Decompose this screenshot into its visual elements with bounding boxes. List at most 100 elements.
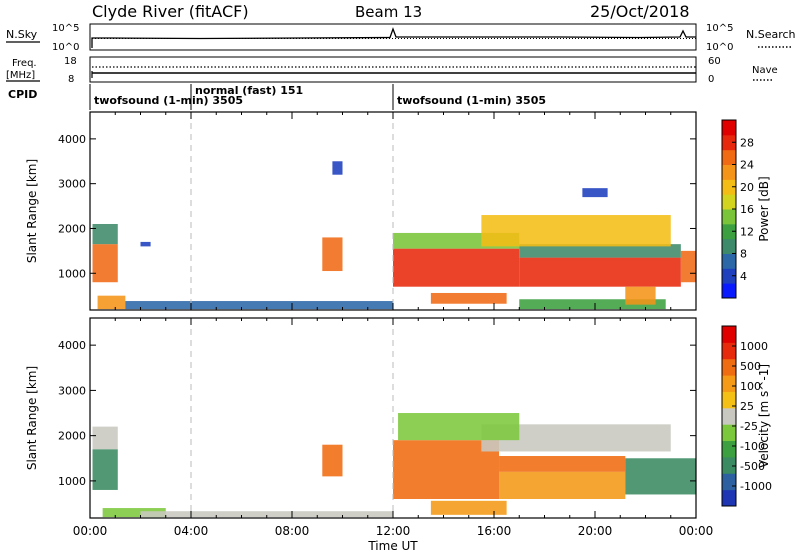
colorbar-swatch bbox=[722, 209, 736, 225]
colorbar-swatch bbox=[722, 424, 736, 442]
power-panel: 1000 2000 3000 4000 Slant Range [km] 4 8 12 16 20… bbox=[25, 111, 771, 311]
freq-label: Freq. bbox=[12, 58, 37, 69]
colorbar-tick-label: -25 bbox=[740, 420, 758, 433]
colorbar-tick-label: 1000 bbox=[740, 340, 768, 353]
y-tick-label: 4000 bbox=[58, 339, 86, 352]
nsky-tick-bottom: 10^0 bbox=[52, 42, 79, 53]
colorbar-swatch bbox=[722, 179, 736, 195]
y-tick-label: 4000 bbox=[58, 133, 86, 146]
colorbar-tick-label: 500 bbox=[740, 360, 761, 373]
echo-region bbox=[92, 244, 118, 283]
colorbar-tick-label: 8 bbox=[740, 248, 747, 261]
echo-region bbox=[582, 188, 608, 198]
echo-region bbox=[125, 301, 393, 310]
colorbar-swatch bbox=[722, 391, 736, 409]
x-tick-label: 08:00 bbox=[275, 524, 310, 538]
colorbar-tick-label: 25 bbox=[740, 400, 754, 413]
cpid-segment-label: twofsound (1-min) 3505 bbox=[94, 94, 243, 107]
echo-region bbox=[322, 444, 343, 477]
nsearch-tick-top: 10^5 bbox=[706, 23, 733, 34]
echo-region bbox=[481, 215, 671, 247]
colorbar-frame bbox=[721, 325, 737, 507]
nsearch-tick-bottom: 10^0 bbox=[706, 42, 733, 53]
nsky-tick-top: 10^5 bbox=[52, 23, 79, 34]
x-tick-label: 00:00 bbox=[679, 524, 714, 538]
x-tick-label: 00:00 bbox=[73, 524, 108, 538]
colorbar-swatch bbox=[722, 489, 736, 507]
echo-region bbox=[140, 511, 393, 518]
colorbar-tick-label: 4 bbox=[740, 270, 747, 283]
freq-label-units: [MHz] bbox=[6, 70, 35, 81]
y-tick-label: 1000 bbox=[58, 267, 86, 280]
colorbar-swatch bbox=[722, 440, 736, 458]
colorbar-tick-label: 16 bbox=[740, 203, 754, 216]
colorbar-swatch bbox=[722, 149, 736, 165]
echo-region bbox=[97, 295, 126, 310]
echo-region bbox=[519, 244, 681, 258]
freq-panel bbox=[89, 56, 697, 83]
echo-region bbox=[398, 413, 520, 441]
colorbar-swatch bbox=[722, 342, 736, 360]
x-tick-label: 04:00 bbox=[174, 524, 209, 538]
colorbar-label: Power [dB] bbox=[757, 176, 771, 241]
x-tick-label: 20:00 bbox=[578, 524, 613, 538]
cpid-segment-label: normal (fast) 151 bbox=[195, 84, 303, 97]
colorbar-swatch bbox=[722, 253, 736, 269]
y-tick-label: 2000 bbox=[58, 222, 86, 235]
colorbar-tick-label: -1000 bbox=[740, 480, 772, 493]
nave-label: Nave bbox=[752, 65, 778, 76]
colorbar-tick-label: 28 bbox=[740, 136, 754, 149]
echo-region bbox=[680, 250, 696, 283]
colorbar-swatch bbox=[722, 283, 736, 299]
colorbar-swatch bbox=[722, 120, 736, 136]
y-tick-label: 3000 bbox=[58, 178, 86, 191]
colorbar-label: Velocity [m s^-1] bbox=[757, 364, 771, 468]
colorbar-swatch bbox=[722, 268, 736, 284]
echo-region bbox=[102, 508, 166, 518]
colorbar-swatch bbox=[722, 456, 736, 474]
nave-tick-bottom: 0 bbox=[708, 74, 714, 85]
y-tick-label: 3000 bbox=[58, 384, 86, 397]
echo-region bbox=[499, 456, 626, 472]
colorbar-swatch bbox=[722, 194, 736, 210]
x-tick-label: 16:00 bbox=[477, 524, 512, 538]
colorbar-swatch bbox=[722, 134, 736, 151]
colorbar-swatch bbox=[722, 164, 736, 180]
echo-region bbox=[625, 458, 696, 495]
echo-region bbox=[519, 257, 681, 287]
echo-region bbox=[519, 299, 666, 310]
colorbar-tick-label: 24 bbox=[740, 159, 754, 172]
y-tick-label: 1000 bbox=[58, 475, 86, 488]
velocity-panel: 1000 2000 3000 4000 Slant Range [km] 1000 500 1… bbox=[25, 317, 772, 519]
colorbar-swatch bbox=[722, 407, 736, 425]
colorbar-tick-label: 100 bbox=[740, 380, 761, 393]
y-axis-label: Slant Range [km] bbox=[25, 366, 39, 470]
echo-region bbox=[393, 248, 520, 287]
colorbar-tick-label: 12 bbox=[740, 225, 754, 238]
echo-region bbox=[430, 500, 507, 515]
x-tick-label: 12:00 bbox=[376, 524, 411, 538]
echo-region bbox=[140, 241, 151, 247]
echo-region bbox=[430, 292, 507, 304]
colorbar-swatch bbox=[722, 358, 736, 376]
nsky-label: N.Sky bbox=[6, 28, 38, 41]
colorbar-tick-label: -100 bbox=[740, 440, 765, 453]
colorbar-swatch bbox=[722, 238, 736, 254]
echo-region bbox=[332, 161, 343, 175]
echo-region bbox=[92, 223, 118, 245]
echo-region bbox=[625, 286, 656, 305]
freq-tick-bottom: 8 bbox=[68, 74, 74, 85]
cpid-label: CPID bbox=[8, 88, 37, 101]
echo-region bbox=[92, 426, 118, 450]
colorbar-swatch bbox=[722, 375, 736, 392]
cpid-segment-label: twofsound (1-min) 3505 bbox=[397, 94, 546, 107]
y-tick-label: 2000 bbox=[58, 430, 86, 443]
date-title: 25/Oct/2018 bbox=[590, 2, 690, 21]
echo-region bbox=[92, 449, 118, 490]
colorbar-tick-label: -500 bbox=[740, 460, 765, 473]
colorbar-swatch bbox=[722, 473, 736, 491]
colorbar-swatch bbox=[722, 223, 736, 240]
